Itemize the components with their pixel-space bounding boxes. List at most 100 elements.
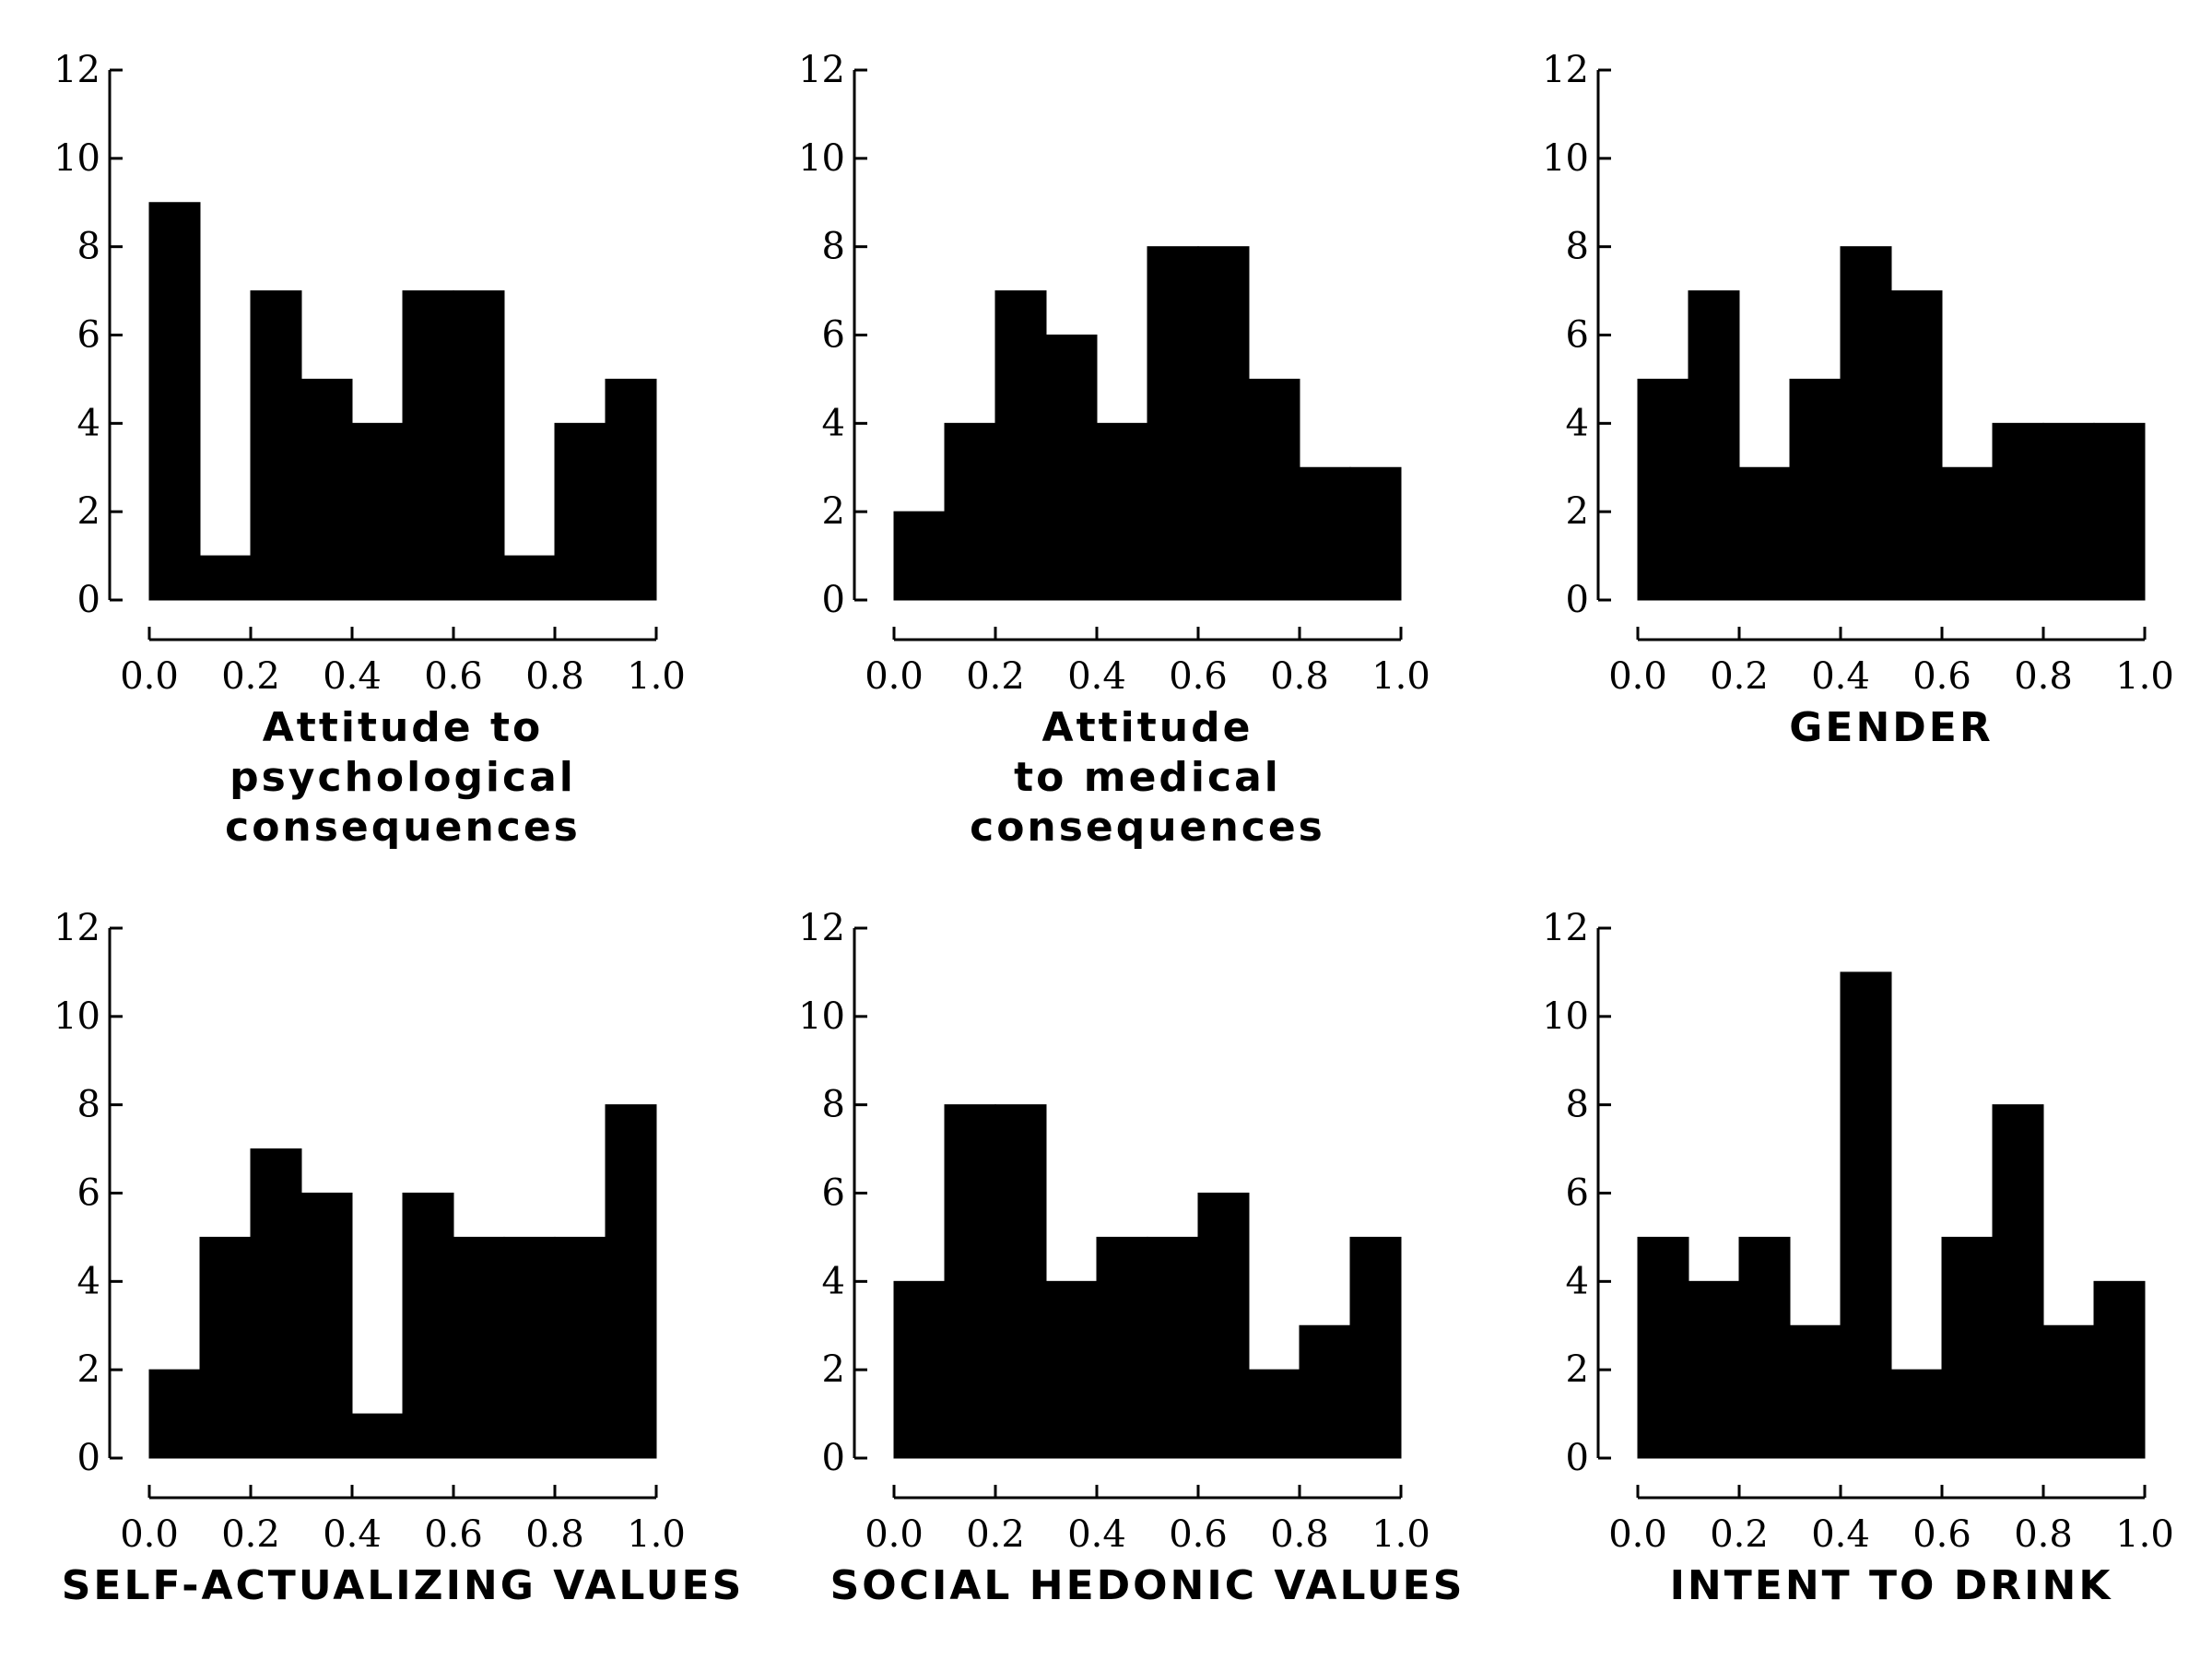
y-tick-label: 6 bbox=[77, 1172, 100, 1215]
x-tick-label: 1.0 bbox=[627, 655, 686, 698]
x-tick-label: 0.2 bbox=[221, 1513, 280, 1556]
x-tick-label: 0.8 bbox=[1270, 655, 1329, 698]
histogram-bar bbox=[1890, 1369, 1943, 1459]
histogram-bar bbox=[1890, 290, 1943, 601]
y-tick-label: 12 bbox=[1542, 907, 1589, 949]
histogram-bar bbox=[1688, 290, 1740, 601]
y-tick-label: 6 bbox=[77, 314, 100, 357]
y-tick-label: 0 bbox=[1566, 579, 1589, 621]
y-tick-label: 0 bbox=[1566, 1437, 1589, 1479]
y-tick-label: 0 bbox=[77, 579, 100, 621]
y-tick-label: 10 bbox=[798, 137, 845, 180]
x-tick-label: 1.0 bbox=[1371, 1513, 1430, 1556]
histogram-bar bbox=[402, 1193, 454, 1459]
y-tick-label: 10 bbox=[1542, 137, 1589, 180]
panel-title: Attitude to psychological consequences bbox=[225, 704, 581, 851]
histogram-bar bbox=[351, 1413, 404, 1459]
histogram-bar bbox=[554, 422, 606, 601]
y-tick-label: 2 bbox=[822, 490, 845, 533]
histogram-bar bbox=[453, 290, 505, 601]
y-tick-label: 8 bbox=[1566, 226, 1589, 268]
x-tick-label: 0.8 bbox=[2014, 1513, 2073, 1556]
histogram-bar bbox=[1147, 1236, 1199, 1459]
y-tick-label: 2 bbox=[1566, 490, 1589, 533]
y-tick-label: 0 bbox=[822, 1437, 845, 1479]
y-tick-label: 6 bbox=[1566, 314, 1589, 357]
histogram-bar bbox=[1637, 1236, 1689, 1459]
histogram-bar bbox=[605, 1104, 657, 1459]
y-tick-label: 4 bbox=[1566, 402, 1589, 444]
histogram-bar bbox=[250, 290, 302, 601]
histogram-bar bbox=[1738, 1236, 1791, 1459]
x-tick-label: 0.6 bbox=[424, 1513, 483, 1556]
y-tick-label: 4 bbox=[77, 1260, 100, 1302]
histogram-bar bbox=[1941, 1236, 1994, 1459]
y-tick-label: 6 bbox=[822, 1172, 845, 1215]
x-tick-label: 0.6 bbox=[1912, 655, 1971, 698]
x-tick-label: 0.4 bbox=[323, 1513, 382, 1556]
x-tick-label: 1.0 bbox=[1371, 655, 1430, 698]
histogram-bar bbox=[351, 422, 404, 601]
histogram-bar bbox=[199, 1236, 252, 1459]
x-tick-label: 0.8 bbox=[1270, 1513, 1329, 1556]
panel-title: Attitude to medical consequences bbox=[970, 704, 1325, 851]
x-tick-label: 0.8 bbox=[525, 655, 584, 698]
histogram-bar bbox=[1840, 971, 1892, 1459]
y-tick-label: 10 bbox=[53, 137, 100, 180]
histogram-bar bbox=[300, 1193, 353, 1459]
histogram-bar bbox=[503, 555, 556, 601]
x-tick-label: 0.2 bbox=[1710, 655, 1769, 698]
histogram-bar bbox=[944, 422, 996, 601]
x-tick-label: 0.2 bbox=[966, 655, 1025, 698]
y-tick-label: 8 bbox=[822, 1084, 845, 1126]
histogram-bar bbox=[1992, 1104, 2044, 1459]
histogram-bar bbox=[1299, 466, 1351, 601]
histogram-bar bbox=[944, 1104, 996, 1459]
histogram-bar bbox=[1248, 1369, 1300, 1459]
y-tick-label: 4 bbox=[822, 402, 845, 444]
histogram-bar bbox=[1045, 335, 1098, 601]
y-tick-label: 12 bbox=[53, 907, 100, 949]
x-tick-label: 0.0 bbox=[865, 655, 924, 698]
panel-title: INTENT TO DRINK bbox=[1669, 1562, 2113, 1609]
x-tick-label: 1.0 bbox=[2115, 1513, 2174, 1556]
histogram-bar bbox=[893, 1280, 946, 1459]
histogram-bar bbox=[1992, 422, 2044, 601]
histogram-bar bbox=[1349, 1236, 1402, 1459]
x-tick-label: 0.0 bbox=[120, 655, 179, 698]
y-tick-label: 12 bbox=[53, 49, 100, 91]
x-tick-label: 0.0 bbox=[1608, 655, 1667, 698]
histogram-bar bbox=[402, 290, 454, 601]
histogram-bar bbox=[1096, 422, 1148, 601]
x-tick-label: 0.4 bbox=[1811, 655, 1870, 698]
histogram-bar bbox=[1349, 466, 1402, 601]
histogram-bar bbox=[1096, 1236, 1148, 1459]
x-tick-label: 0.0 bbox=[865, 1513, 924, 1556]
histogram-bar bbox=[148, 202, 201, 601]
x-tick-label: 1.0 bbox=[2115, 655, 2174, 698]
y-tick-label: 10 bbox=[1542, 995, 1589, 1038]
y-tick-label: 2 bbox=[822, 1348, 845, 1391]
histogram-bar bbox=[554, 1236, 606, 1459]
histogram-bar bbox=[1045, 1280, 1098, 1459]
panel-title: SOCIAL HEDONIC VALUES bbox=[830, 1562, 1465, 1609]
x-tick-label: 0.6 bbox=[1912, 1513, 1971, 1556]
x-tick-label: 0.4 bbox=[1067, 1513, 1126, 1556]
x-tick-label: 0.2 bbox=[221, 655, 280, 698]
histogram-bar bbox=[1738, 466, 1791, 601]
panel-title: GENDER bbox=[1789, 704, 1994, 751]
histogram-bar bbox=[199, 555, 252, 601]
histogram-bar bbox=[1197, 1193, 1250, 1459]
histogram-bar bbox=[2093, 1280, 2146, 1459]
histogram-bar bbox=[300, 378, 353, 601]
x-tick-label: 0.6 bbox=[1169, 1513, 1228, 1556]
y-tick-label: 2 bbox=[77, 490, 100, 533]
y-tick-label: 8 bbox=[1566, 1084, 1589, 1126]
x-tick-label: 0.4 bbox=[1811, 1513, 1870, 1556]
histogram-bar bbox=[250, 1148, 302, 1459]
